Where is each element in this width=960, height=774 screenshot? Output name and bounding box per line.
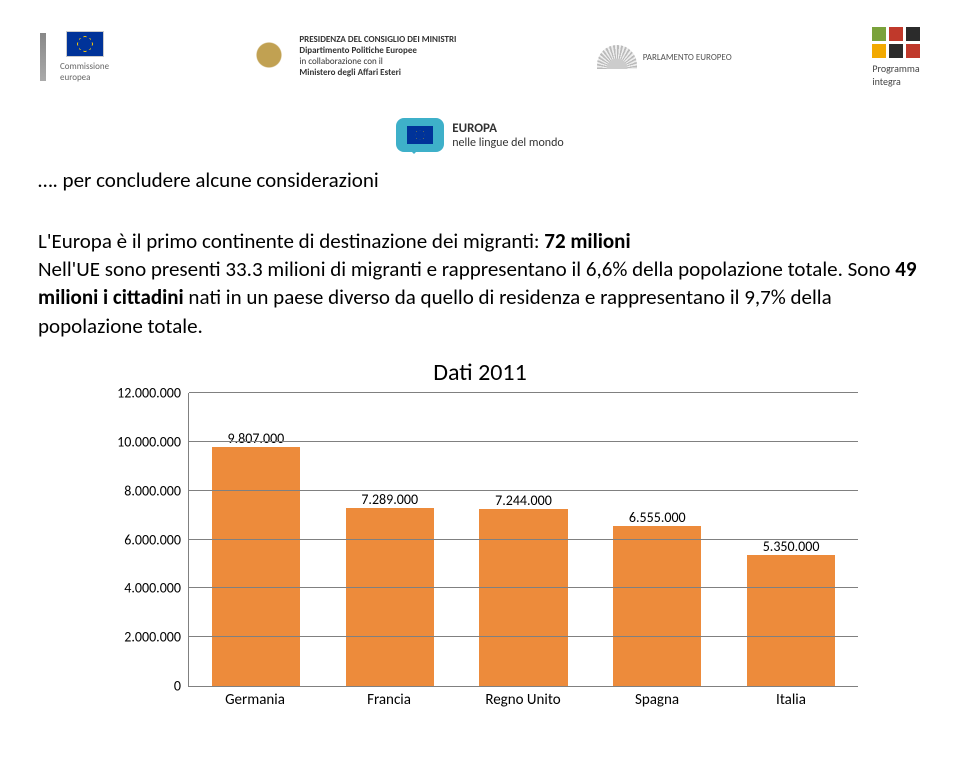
gridline: 2.000.000 — [189, 636, 858, 637]
gridline: 8.000.000 — [189, 490, 858, 491]
p2a: L'Europa è il primo continente di destin… — [38, 228, 544, 254]
ministry-line2: Dipartimento Politiche Europee — [299, 45, 417, 56]
gridline: 12.000.000 — [189, 392, 858, 393]
eu-flag-icon — [66, 31, 104, 57]
x-tick-label: Germania — [188, 687, 322, 713]
bar-value-label: 9.807.000 — [228, 430, 285, 447]
chart-title: Dati 2011 — [38, 358, 922, 387]
europa-title: EUROPA — [452, 121, 564, 136]
bar-value-label: 7.244.000 — [495, 492, 552, 509]
italy-emblem-icon — [249, 37, 289, 77]
y-tick-label: 10.000.000 — [117, 433, 189, 450]
integra-grid-icon — [872, 27, 920, 58]
bar-slot: 7.289.000 — [323, 393, 457, 686]
header-logos: Commissione europea PRESIDENZA DEL CONSI… — [0, 0, 960, 110]
bar — [613, 526, 701, 686]
x-tick-label: Spagna — [590, 687, 724, 713]
x-tick-label: Regno Unito — [456, 687, 590, 713]
lead-line: …. per concludere alcune considerazioni — [38, 166, 922, 194]
p2c: Nell'UE sono presenti 33.3 milioni di mi… — [38, 256, 895, 282]
ec-logo: Commissione europea — [40, 31, 109, 83]
paragraph: L'Europa è il primo continente di destin… — [38, 198, 922, 340]
x-tick-label: Francia — [322, 687, 456, 713]
y-tick-label: 8.000.000 — [124, 482, 189, 499]
mini-eu-flag-icon — [407, 126, 433, 144]
bar-chart: 9.807.000 7.289.000 7.244.000 6.555.000 5.35… — [98, 393, 858, 713]
y-tick-label: 6.000.000 — [124, 531, 189, 548]
bar-slot: 6.555.000 — [590, 393, 724, 686]
bar-value-label: 6.555.000 — [629, 509, 686, 526]
parliament-label: PARLAMENTO EUROPEO — [643, 52, 732, 63]
europa-subheader: EUROPA nelle lingue del mondo — [0, 118, 960, 152]
europa-sub: nelle lingue del mondo — [452, 136, 564, 150]
ec-label: Commissione europea — [60, 61, 109, 83]
y-tick-label: 12.000.000 — [117, 385, 189, 402]
y-tick-label: 2.000.000 — [124, 629, 189, 646]
bar — [479, 509, 567, 686]
hemicycle-icon — [597, 45, 637, 69]
gridline: 10.000.000 — [189, 441, 858, 442]
bar-value-label: 7.289.000 — [361, 491, 418, 508]
speech-bubble-icon — [396, 118, 444, 152]
bar — [747, 555, 835, 686]
ministry-line1: PRESIDENZA DEL CONSIGLIO DEI MINISTRI — [299, 34, 456, 45]
p2b: 72 milioni — [544, 228, 630, 254]
y-tick-label: 0 — [174, 678, 189, 695]
y-tick-label: 4.000.000 — [124, 580, 189, 597]
integra-label: Programma integra — [872, 62, 919, 88]
gridline: 6.000.000 — [189, 539, 858, 540]
bar — [212, 447, 300, 686]
ministry-line4: Ministero degli Affari Esteri — [299, 67, 401, 78]
x-tick-label: Italia — [724, 687, 858, 713]
ministry-line3: in collaborazione con il — [299, 56, 382, 67]
chart-container: Dati 2011 9.807.000 7.289.000 7.244.000 6.5… — [0, 340, 960, 713]
bar-slot: 5.350.000 — [724, 393, 858, 686]
integra-logo: Programma integra — [872, 27, 920, 88]
body-text: …. per concludere alcune considerazioni … — [0, 166, 960, 340]
parliament-logo: PARLAMENTO EUROPEO — [597, 45, 732, 69]
bar-value-label: 5.350.000 — [763, 538, 820, 555]
bar-slot: 7.244.000 — [457, 393, 591, 686]
bar — [346, 508, 434, 686]
ministry-block: PRESIDENZA DEL CONSIGLIO DEI MINISTRI Di… — [249, 35, 456, 78]
bar-slot: 9.807.000 — [189, 393, 323, 686]
gridline: 4.000.000 — [189, 587, 858, 588]
